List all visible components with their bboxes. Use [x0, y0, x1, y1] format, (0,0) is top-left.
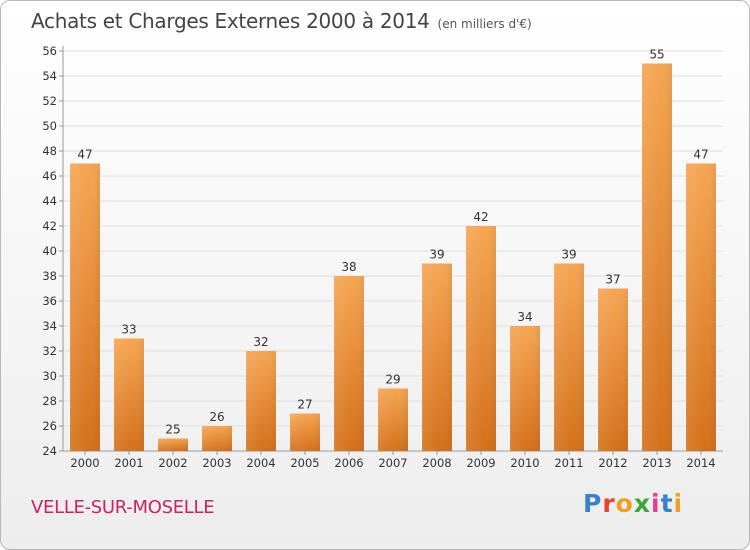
x-tick-label: 2009 [466, 456, 495, 470]
value-label: 27 [297, 398, 312, 412]
y-tick-label: 28 [42, 394, 57, 408]
bar-shade-2014 [686, 163, 716, 451]
value-label: 33 [121, 323, 136, 337]
y-tick-label: 26 [42, 419, 57, 433]
value-label: 37 [605, 273, 620, 287]
bar-shade-2006 [334, 276, 364, 451]
y-tick-label: 42 [42, 219, 57, 233]
bar-shade-2007 [378, 388, 408, 451]
bar-shade-2000 [70, 163, 100, 451]
value-label: 55 [649, 48, 664, 62]
y-tick-label: 30 [42, 369, 57, 383]
chart-title-text: Achats et Charges Externes 2000 à 2014 [31, 9, 430, 33]
y-tick-label: 52 [42, 94, 57, 108]
bar-shade-2003 [202, 426, 232, 451]
y-tick-label: 44 [42, 194, 57, 208]
value-label: 39 [429, 248, 444, 262]
chart-unit: (en milliers d'€) [437, 17, 532, 31]
bar-shade-2010 [510, 326, 540, 451]
y-tick-label: 54 [42, 69, 57, 83]
logo-letter: i [673, 489, 684, 518]
value-label: 26 [209, 410, 224, 424]
bar-shade-2013 [642, 63, 672, 451]
bar-shade-2002 [158, 438, 188, 451]
x-tick-label: 2014 [686, 456, 715, 470]
bar-shade-2012 [598, 288, 628, 451]
x-tick-label: 2000 [70, 456, 99, 470]
y-tick-label: 34 [42, 319, 57, 333]
x-tick-label: 2001 [114, 456, 143, 470]
y-tick-label: 46 [42, 169, 57, 183]
y-tick-label: 32 [42, 344, 57, 358]
labels: 24 26 28 30 32 34 36 38 40 42 44 46 48 50 52 54 56 47 2000… [42, 44, 715, 470]
x-tick-label: 2005 [290, 456, 319, 470]
logo-letter: P [583, 489, 603, 518]
logo-letter: o [615, 489, 634, 518]
logo-letter: r [602, 489, 616, 518]
y-tick-label: 38 [42, 269, 57, 283]
logo-letter: i [651, 489, 661, 518]
bar-shade-2004 [246, 351, 276, 451]
bar-shade-2009 [466, 226, 496, 451]
x-tick-label: 2004 [246, 456, 275, 470]
proxiti-logo: Proxiti [583, 489, 683, 518]
value-label: 47 [77, 148, 92, 162]
bar-shade-2001 [114, 338, 144, 451]
bar-shade-2005 [290, 413, 320, 451]
x-tick-label: 2007 [378, 456, 407, 470]
bars [70, 63, 716, 451]
bar-shade-2011 [554, 263, 584, 451]
value-label: 38 [341, 260, 356, 274]
value-label: 47 [693, 148, 708, 162]
y-tick-label: 48 [42, 144, 57, 158]
commune-name: VELLE-SUR-MOSELLE [31, 497, 215, 518]
y-tick-label: 50 [42, 119, 57, 133]
value-label: 42 [473, 210, 488, 224]
x-tick-label: 2002 [158, 456, 187, 470]
value-label: 29 [385, 373, 400, 387]
value-label: 32 [253, 335, 268, 349]
logo-letter: t [660, 489, 674, 518]
x-tick-label: 2003 [202, 456, 231, 470]
x-tick-label: 2013 [642, 456, 671, 470]
x-tick-label: 2008 [422, 456, 451, 470]
y-tick-label: 40 [42, 244, 57, 258]
x-tick-label: 2011 [554, 456, 583, 470]
value-label: 39 [561, 248, 576, 262]
y-tick-label: 24 [42, 444, 57, 458]
value-label: 34 [517, 310, 532, 324]
logo-letter: x [633, 489, 651, 518]
y-tick-label: 36 [42, 294, 57, 308]
bar-shade-2008 [422, 263, 452, 451]
value-label: 25 [165, 423, 180, 437]
x-tick-label: 2012 [598, 456, 627, 470]
x-tick-label: 2006 [334, 456, 363, 470]
chart-title: Achats et Charges Externes 2000 à 2014 (e… [31, 9, 532, 33]
x-tick-label: 2010 [510, 456, 539, 470]
y-tick-label: 56 [42, 44, 57, 58]
